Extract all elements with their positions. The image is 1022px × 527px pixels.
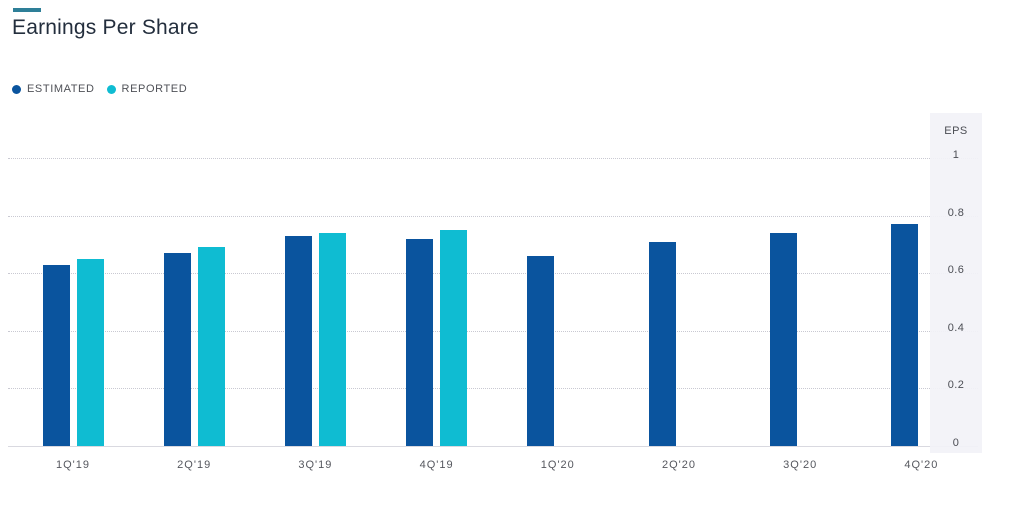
x-axis-line bbox=[8, 446, 978, 447]
y-axis-title: EPS bbox=[944, 125, 968, 137]
x-axis-label-3q19: 3Q'19 bbox=[298, 459, 333, 471]
y-axis-tick-label-0-8: 0.8 bbox=[947, 206, 965, 219]
y-axis-tick-label-0-6: 0.6 bbox=[947, 264, 965, 277]
y-axis-tick-label-0-4: 0.4 bbox=[947, 321, 965, 334]
chart-legend: ESTIMATED REPORTED bbox=[12, 83, 187, 95]
y-axis-tick-label-0: 0 bbox=[952, 437, 960, 449]
bar-estimated-3q19[interactable] bbox=[284, 235, 312, 446]
y-axis-tick-label-1: 1 bbox=[952, 149, 960, 161]
gridline-0.2 bbox=[8, 388, 978, 390]
x-axis-label-2q20: 2Q'20 bbox=[661, 459, 696, 471]
title-accent-bar bbox=[13, 8, 41, 12]
bar-estimated-2q20[interactable] bbox=[648, 241, 676, 446]
x-axis-label-3q20: 3Q'20 bbox=[783, 459, 818, 471]
bar-reported-4q19[interactable] bbox=[440, 230, 468, 446]
legend-item-estimated[interactable]: ESTIMATED bbox=[12, 83, 95, 95]
x-axis-label-4q20: 4Q'20 bbox=[904, 459, 939, 471]
x-axis-label-1q19: 1Q'19 bbox=[55, 459, 90, 471]
bar-estimated-1q19[interactable] bbox=[42, 264, 70, 446]
bar-reported-2q19[interactable] bbox=[197, 247, 225, 446]
x-axis-label-1q20: 1Q'20 bbox=[540, 459, 575, 471]
legend-dot-reported bbox=[106, 84, 116, 94]
legend-label: ESTIMATED bbox=[27, 83, 95, 95]
y-axis-panel bbox=[930, 113, 982, 453]
bar-estimated-4q19[interactable] bbox=[406, 238, 434, 446]
x-axis-label-2q19: 2Q'19 bbox=[177, 459, 212, 471]
bar-reported-1q19[interactable] bbox=[76, 258, 104, 446]
legend-label: REPORTED bbox=[121, 83, 188, 95]
bar-estimated-1q20[interactable] bbox=[527, 255, 555, 446]
legend-dot-estimated bbox=[12, 84, 21, 94]
gridline-0.6 bbox=[8, 273, 978, 275]
bar-estimated-2q19[interactable] bbox=[163, 253, 191, 446]
bar-estimated-3q20[interactable] bbox=[769, 232, 797, 446]
chart-title: Earnings Per Share bbox=[12, 16, 199, 39]
gridline-1 bbox=[8, 158, 978, 159]
bar-reported-3q19[interactable] bbox=[318, 232, 346, 446]
gridline-0.4 bbox=[8, 330, 978, 332]
x-axis-label-4q19: 4Q'19 bbox=[419, 459, 454, 471]
gridline-0.8 bbox=[8, 215, 978, 217]
bar-estimated-4q20[interactable] bbox=[890, 224, 918, 446]
legend-item-reported[interactable]: REPORTED bbox=[106, 83, 188, 95]
y-axis-tick-label-0-2: 0.2 bbox=[947, 379, 965, 392]
